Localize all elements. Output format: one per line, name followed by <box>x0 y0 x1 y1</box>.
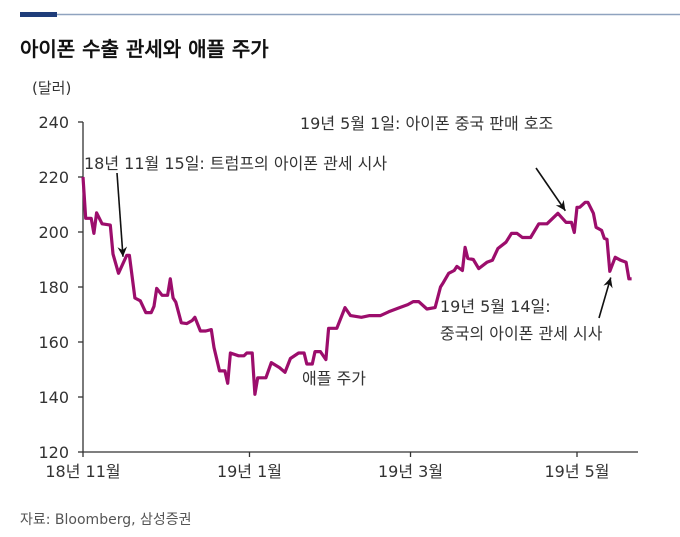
y-axis-unit: (달러) <box>32 79 71 97</box>
y-tick-label: 180 <box>38 278 69 297</box>
x-tick-label: 19년 5월 <box>544 462 609 481</box>
annotation-china-tariff-line2: 중국의 아이폰 관세 시사 <box>440 324 603 343</box>
x-tick-label: 19년 3월 <box>378 462 443 481</box>
x-tick-label: 19년 1월 <box>217 462 282 481</box>
source-note: 자료: Bloomberg, 삼성증권 <box>20 512 192 528</box>
arrow-china-tariff-head <box>603 277 613 289</box>
header-bar <box>20 12 57 17</box>
arrow-china-sales-head <box>555 199 566 211</box>
annotation-china-tariff-line1: 19년 5월 14일: <box>440 297 551 316</box>
arrow-china-sales-shaft <box>535 167 567 212</box>
annotations: 18년 11월 15일: 트럼프의 아이폰 관세 시사 19년 5월 1일: 아… <box>84 114 613 388</box>
y-tick-label: 240 <box>38 113 69 132</box>
annotation-china-sales: 19년 5월 1일: 아이폰 중국 판매 호조 <box>300 114 553 133</box>
y-tick-label: 200 <box>38 223 69 242</box>
y-tick-label: 160 <box>38 333 69 352</box>
series <box>81 176 632 396</box>
apple-stock-price-line <box>81 176 632 396</box>
y-tick-label: 140 <box>38 388 69 407</box>
y-tick-label: 120 <box>38 443 69 462</box>
y-tick-label: 220 <box>38 168 69 187</box>
chart-title: 아이폰 수출 관세와 애플 주가 <box>20 37 269 61</box>
axes: 120 140 160 180 200 220 240 18년 11월 19년 1월 19년 3월… <box>38 113 638 481</box>
arrow-trump-tariff-shaft <box>116 172 124 257</box>
annotation-trump-tariff: 18년 11월 15일: 트럼프의 아이폰 관세 시사 <box>84 154 387 173</box>
x-tick-label: 18년 11월 <box>45 462 120 481</box>
arrow-china-tariff-shaft <box>598 277 612 319</box>
arrow-trump-tariff-head <box>117 246 128 257</box>
series-label-apple: 애플 주가 <box>302 369 366 388</box>
